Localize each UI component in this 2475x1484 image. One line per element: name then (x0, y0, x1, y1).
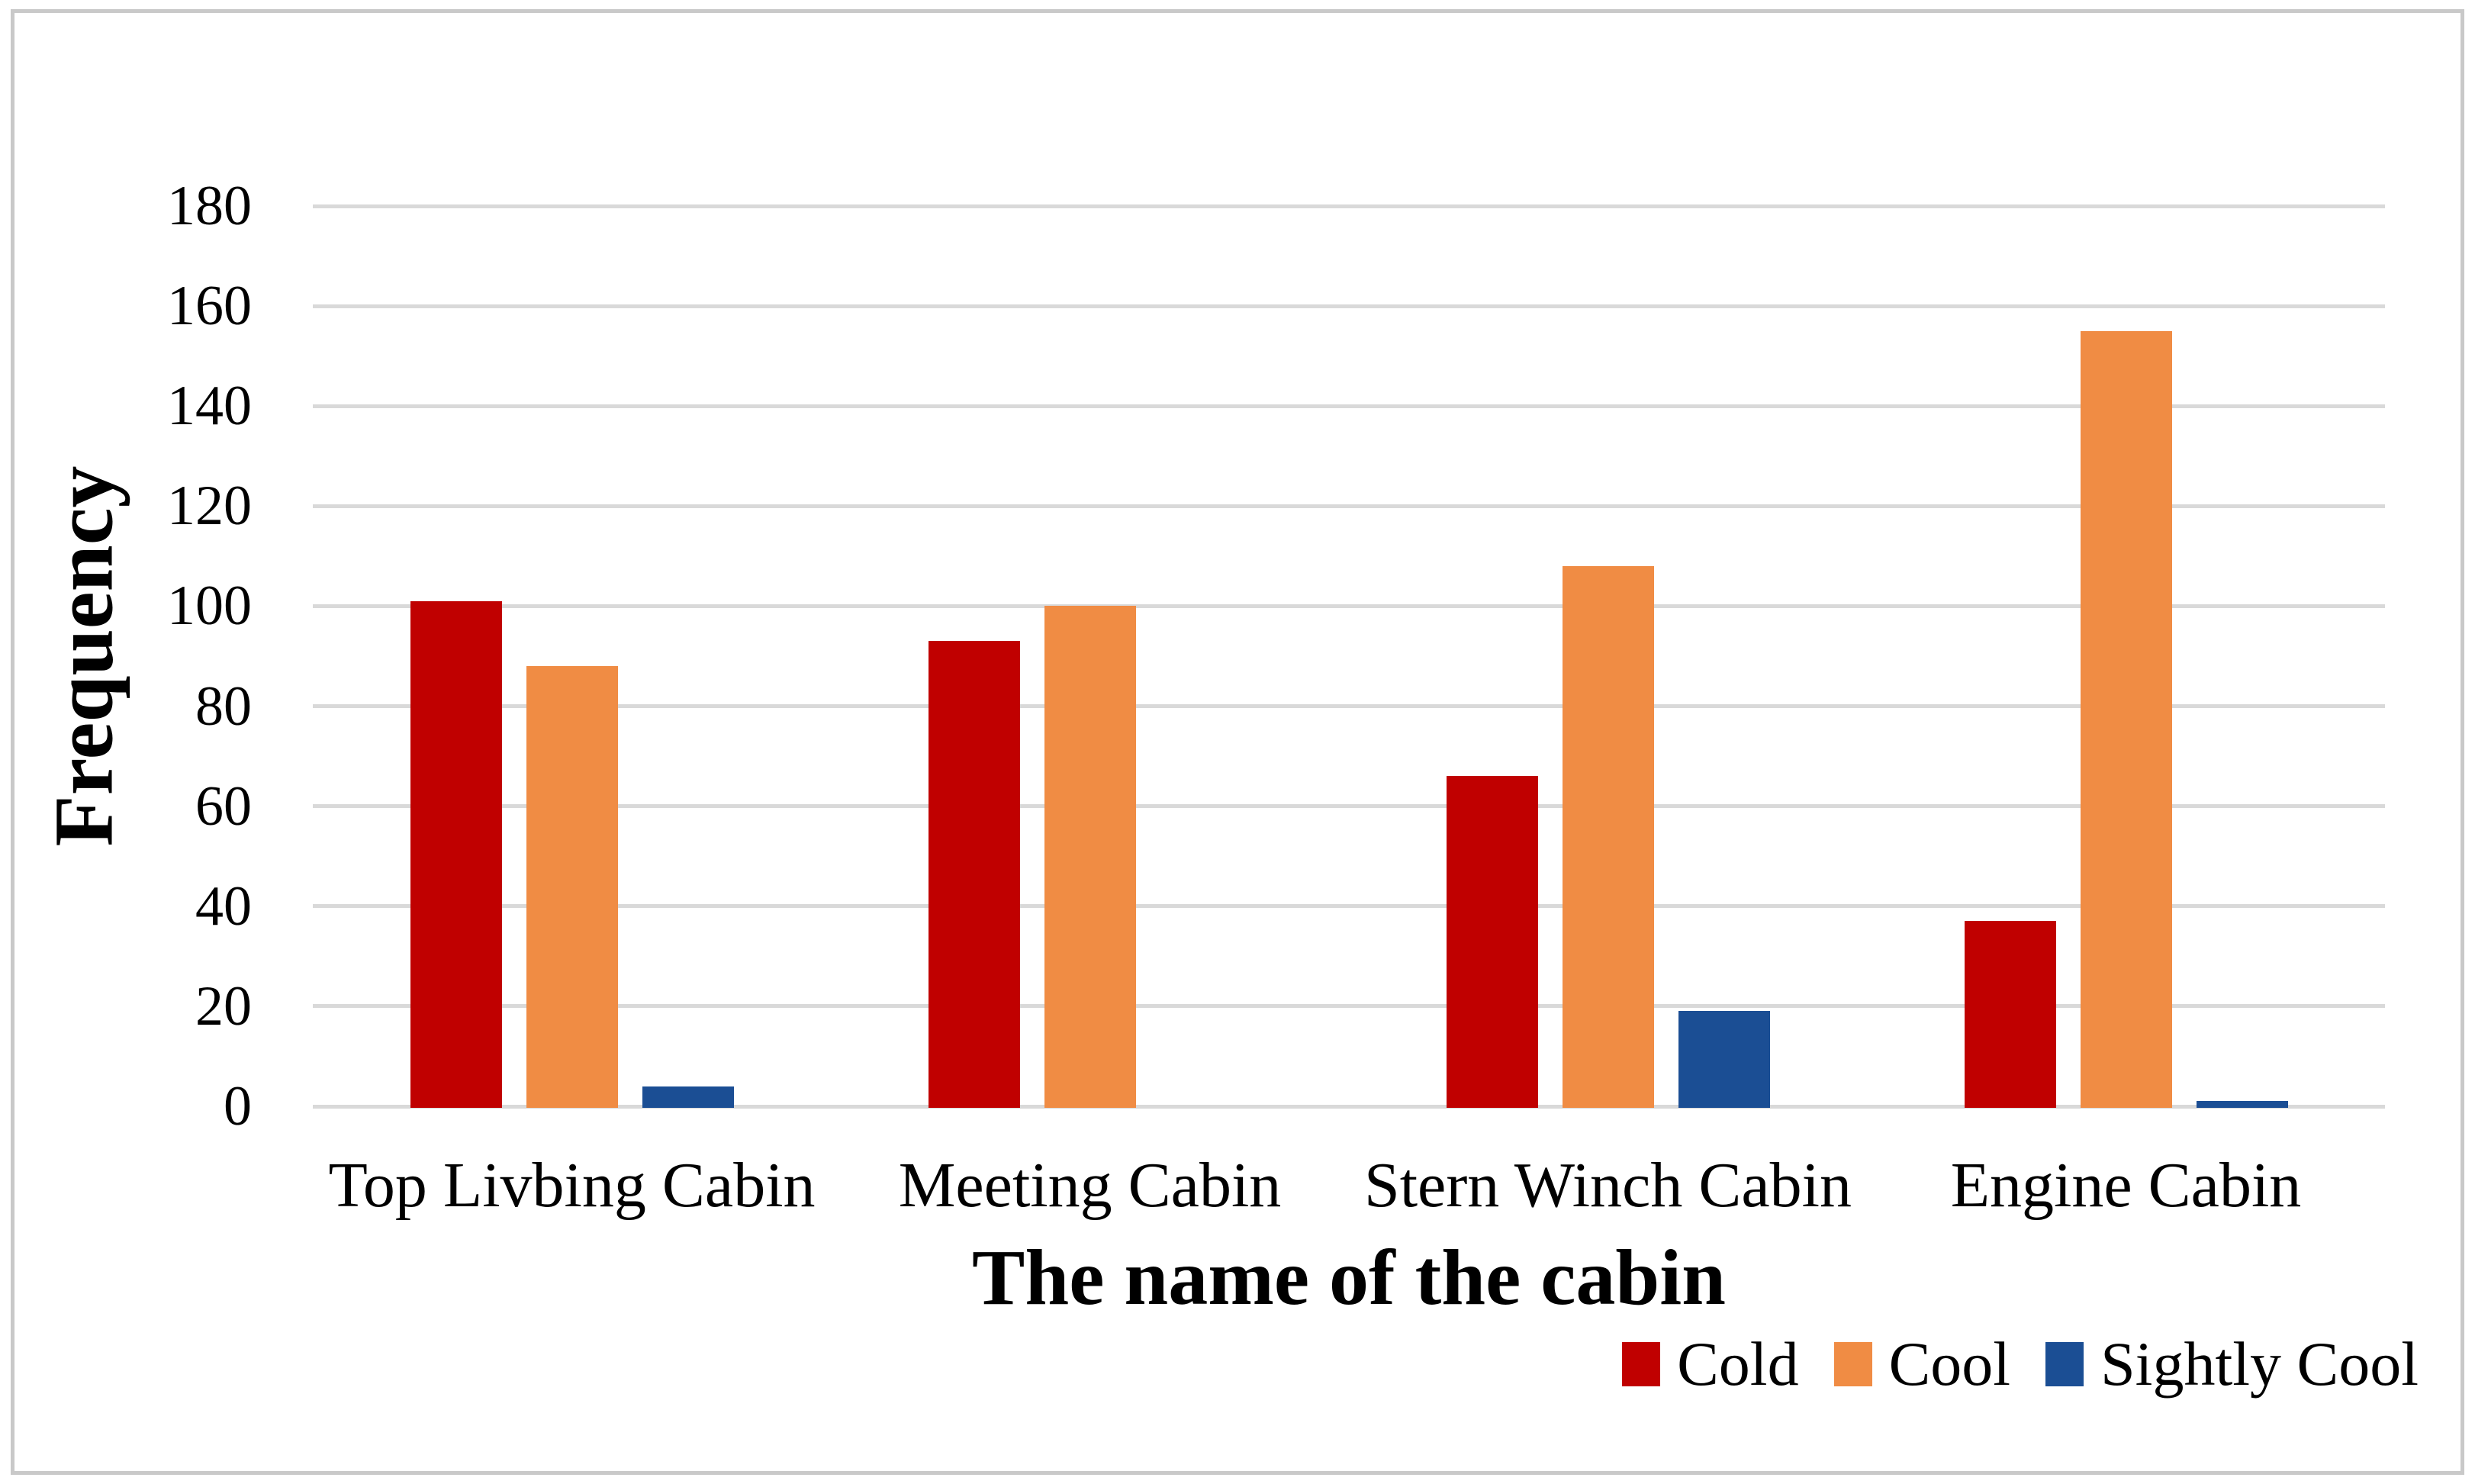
bar-sightly-cool (642, 1086, 734, 1108)
bar-cold (1446, 776, 1538, 1108)
legend-swatch (1833, 1342, 1872, 1386)
y-tick-label: 40 (195, 874, 252, 938)
bar-sightly-cool (2196, 1101, 2288, 1108)
gridline (313, 404, 2385, 408)
legend-item: Sightly Cool (2045, 1326, 2419, 1402)
gridline (313, 504, 2385, 508)
legend-label: Cool (1888, 1329, 2011, 1399)
legend-item: Cool (1833, 1326, 2011, 1402)
gridline (313, 804, 2385, 809)
category-label: Top Livbing Cabin (328, 1150, 816, 1221)
y-tick-label: 180 (167, 175, 252, 237)
category-label: Stern Winch Cabin (1364, 1150, 1852, 1221)
bar-cold (1964, 921, 2056, 1108)
y-tick-label: 80 (195, 674, 252, 738)
bar-cold (410, 600, 502, 1108)
gridline (313, 704, 2385, 709)
category-label: Meeting Cabin (898, 1150, 1282, 1221)
y-tick-label: 60 (195, 774, 252, 838)
gridline (313, 604, 2385, 608)
y-tick-label: 100 (167, 575, 252, 638)
y-tick-label: 120 (167, 475, 252, 538)
legend: Cold Cool Sightly Cool (1622, 1326, 2419, 1402)
y-tick-label: 140 (167, 375, 252, 438)
bar-cool (526, 666, 618, 1108)
x-axis-title: The name of the cabin (972, 1234, 1726, 1321)
legend-item: Cold (1622, 1326, 1799, 1402)
category-label: Engine Cabin (1950, 1150, 2302, 1221)
bar-cool (1562, 566, 1654, 1108)
y-tick-label: 0 (224, 1075, 252, 1138)
bar-cold (928, 641, 1020, 1108)
bar-sightly-cool (1678, 1011, 1770, 1108)
legend-label: Sightly Cool (2100, 1329, 2419, 1399)
bar-cool (1044, 606, 1136, 1108)
legend-swatch (2045, 1342, 2084, 1386)
y-tick-label: 20 (195, 974, 252, 1038)
y-tick-label: 160 (167, 275, 252, 338)
legend-swatch (1622, 1342, 1661, 1386)
legend-label: Cold (1677, 1329, 1799, 1399)
gridline (313, 904, 2385, 909)
gridline (313, 204, 2385, 208)
x-axis-line (313, 1104, 2385, 1109)
gridline (313, 1004, 2385, 1009)
bar-cool (2080, 330, 2172, 1108)
gridline (313, 304, 2385, 308)
